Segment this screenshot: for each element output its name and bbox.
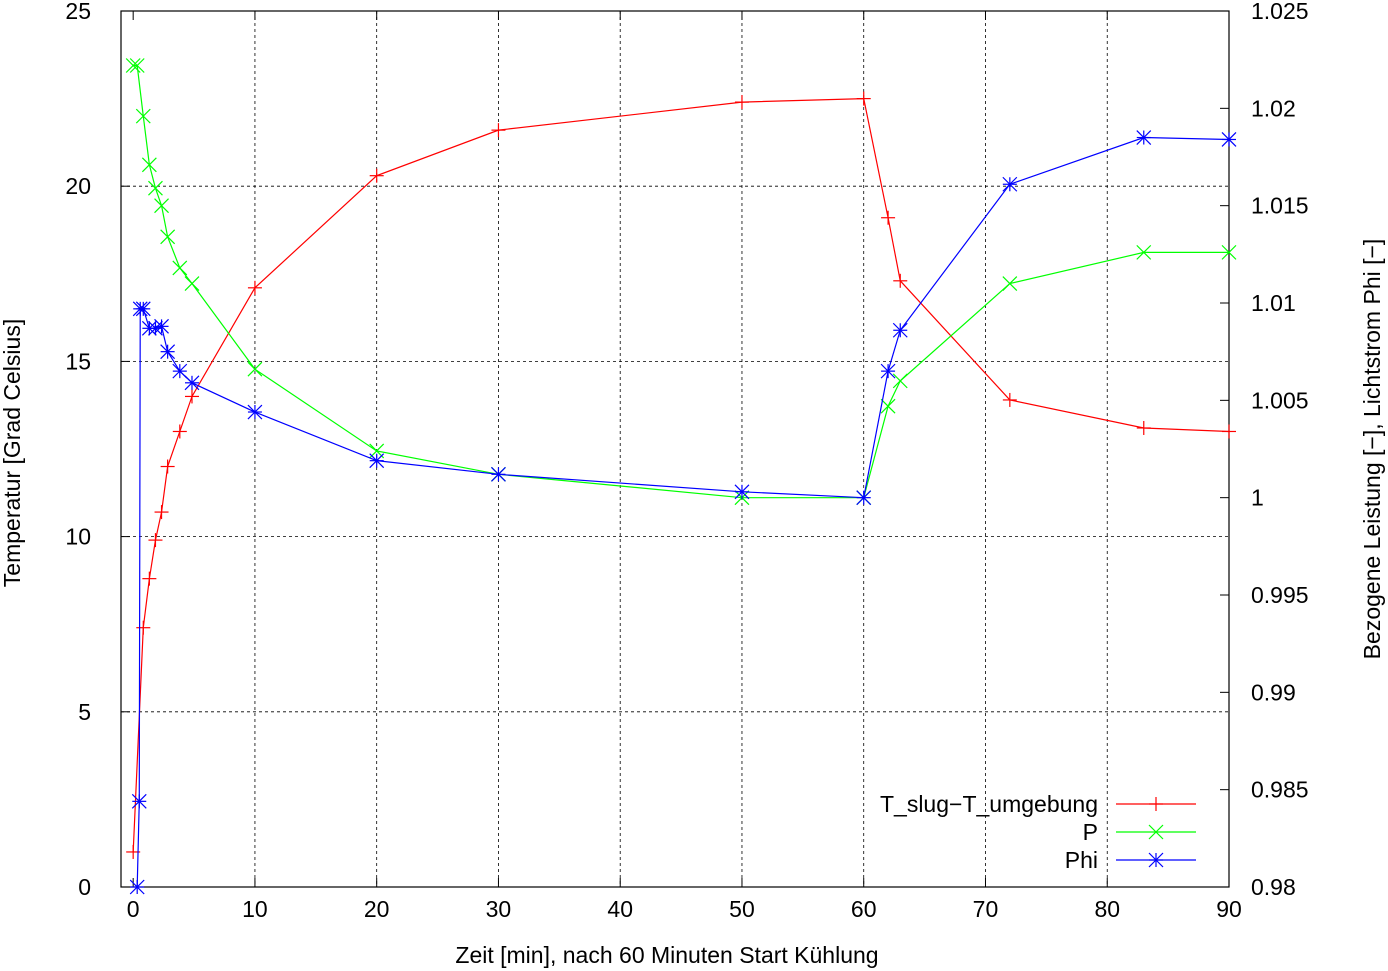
plot-frame bbox=[120, 10, 1230, 888]
data-point bbox=[1136, 130, 1152, 145]
data-point bbox=[1002, 392, 1017, 407]
series bbox=[125, 58, 1237, 895]
data-point bbox=[129, 879, 145, 895]
data-point bbox=[160, 344, 176, 360]
data-point bbox=[247, 280, 262, 295]
data-point bbox=[172, 363, 188, 379]
legend-marker bbox=[1149, 797, 1163, 811]
data-point bbox=[154, 505, 169, 520]
data-point bbox=[247, 361, 263, 377]
x-tick-label: 40 bbox=[607, 896, 633, 922]
data-point bbox=[154, 198, 169, 214]
data-point bbox=[856, 490, 872, 506]
y-left-tick-label: 25 bbox=[65, 0, 91, 24]
legend-label: P bbox=[1083, 819, 1098, 845]
x-tick-label: 70 bbox=[973, 896, 999, 922]
series-line bbox=[132, 97, 1230, 852]
data-point bbox=[184, 276, 200, 291]
data-point bbox=[1002, 276, 1018, 291]
x-tick-label: 60 bbox=[851, 896, 877, 922]
data-point bbox=[491, 466, 506, 482]
data-point bbox=[369, 453, 385, 469]
y-right-tick-label: 0.995 bbox=[1251, 582, 1309, 608]
data-point bbox=[880, 363, 896, 379]
data-point bbox=[892, 373, 908, 389]
y-right-tick-label: 0.99 bbox=[1251, 679, 1296, 705]
legend-marker bbox=[1148, 824, 1164, 840]
y-right-tick-label: 1.025 bbox=[1251, 0, 1309, 24]
data-point bbox=[184, 389, 199, 404]
y-right-tick-label: 1.01 bbox=[1251, 290, 1296, 316]
y-right-tick-label: 1 bbox=[1251, 485, 1264, 511]
data-point bbox=[135, 108, 151, 124]
data-point bbox=[154, 318, 169, 334]
x-tick-label: 10 bbox=[242, 896, 268, 922]
y-right-tick-label: 1.015 bbox=[1251, 193, 1309, 219]
y-left-tick-label: 15 bbox=[65, 348, 91, 374]
series-0 bbox=[126, 91, 1236, 859]
data-point bbox=[129, 58, 145, 73]
legend-marker bbox=[1148, 852, 1164, 868]
data-point bbox=[1136, 244, 1152, 260]
data-point bbox=[1136, 420, 1151, 435]
x-tick-label: 90 bbox=[1216, 896, 1242, 922]
data-point bbox=[880, 398, 896, 414]
y-left-axis-title: Temperatur [Grad Celsius] bbox=[0, 319, 25, 587]
data-point bbox=[131, 793, 147, 809]
y-right-tick-label: 0.98 bbox=[1251, 874, 1296, 900]
x-axis-title: Zeit [min], nach 60 Minuten Start Kühlun… bbox=[455, 942, 878, 968]
data-point bbox=[881, 210, 896, 225]
data-point bbox=[160, 229, 176, 245]
x-tick-label: 20 bbox=[364, 896, 390, 922]
x-tick-label: 0 bbox=[127, 896, 140, 922]
y-left-tick-label: 20 bbox=[65, 173, 91, 199]
grid bbox=[121, 11, 1229, 887]
data-point bbox=[142, 571, 157, 586]
data-point bbox=[491, 123, 506, 138]
data-point bbox=[856, 91, 871, 106]
data-point bbox=[125, 58, 141, 73]
ticks: 0 10 20 30 40 50 60 70 80 90 0 5 10 15 20 25 0.98 0.985 0.… bbox=[65, 0, 1308, 922]
legend-label: Phi bbox=[1065, 847, 1098, 873]
series-1 bbox=[125, 58, 1237, 506]
series-line bbox=[133, 64, 1229, 499]
series-line bbox=[136, 136, 1230, 888]
x-tick-label: 50 bbox=[729, 896, 755, 922]
series-2 bbox=[129, 130, 1237, 895]
data-point bbox=[135, 301, 151, 317]
y-left-tick-label: 10 bbox=[65, 524, 91, 550]
data-point bbox=[184, 375, 200, 391]
x-tick-label: 30 bbox=[486, 896, 512, 922]
data-point bbox=[1221, 132, 1237, 147]
data-point bbox=[734, 484, 750, 500]
data-point bbox=[892, 322, 908, 338]
data-point bbox=[136, 620, 151, 635]
data-point bbox=[172, 260, 188, 276]
data-point bbox=[160, 459, 175, 474]
data-point bbox=[247, 404, 263, 420]
x-tick-label: 80 bbox=[1094, 896, 1120, 922]
y-left-tick-label: 0 bbox=[78, 874, 91, 900]
y-right-tick-label: 1.02 bbox=[1251, 95, 1296, 121]
data-point bbox=[1002, 176, 1018, 192]
y-left-tick-label: 5 bbox=[78, 699, 91, 725]
y-right-tick-label: 0.985 bbox=[1251, 777, 1309, 803]
data-point bbox=[734, 95, 749, 110]
data-point bbox=[1221, 244, 1237, 260]
data-point bbox=[172, 424, 187, 439]
data-point bbox=[148, 180, 163, 196]
data-point bbox=[1222, 424, 1236, 439]
y-right-tick-label: 1.005 bbox=[1251, 387, 1309, 413]
legend-label: T_slug−T_umgebung bbox=[880, 791, 1098, 817]
data-point bbox=[893, 273, 908, 288]
data-point bbox=[141, 157, 157, 173]
y-right-axis-title: Bezogene Leistung [−], Lichtstrom Phi [−… bbox=[1359, 239, 1385, 660]
data-point bbox=[148, 533, 163, 548]
data-point bbox=[369, 168, 384, 183]
